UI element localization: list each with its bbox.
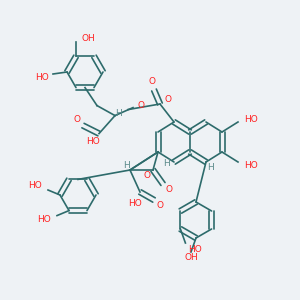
Text: HO: HO (28, 182, 42, 190)
Text: OH: OH (184, 254, 198, 262)
Text: H: H (124, 160, 130, 169)
Text: O: O (157, 202, 164, 211)
Text: O: O (143, 170, 151, 179)
Text: HO: HO (188, 244, 202, 253)
Text: HO: HO (128, 200, 142, 208)
Text: HO: HO (37, 215, 51, 224)
Text: HO: HO (35, 73, 49, 82)
Text: O: O (74, 115, 80, 124)
Text: O: O (148, 77, 155, 86)
Text: O: O (138, 101, 145, 110)
Text: H: H (163, 160, 170, 169)
Text: HO: HO (244, 160, 258, 169)
Text: HO: HO (86, 137, 100, 146)
Text: H: H (115, 109, 122, 118)
Text: HO: HO (244, 115, 258, 124)
Text: O: O (164, 94, 172, 103)
Text: OH: OH (81, 34, 95, 43)
Text: H: H (208, 163, 214, 172)
Text: O: O (166, 185, 172, 194)
